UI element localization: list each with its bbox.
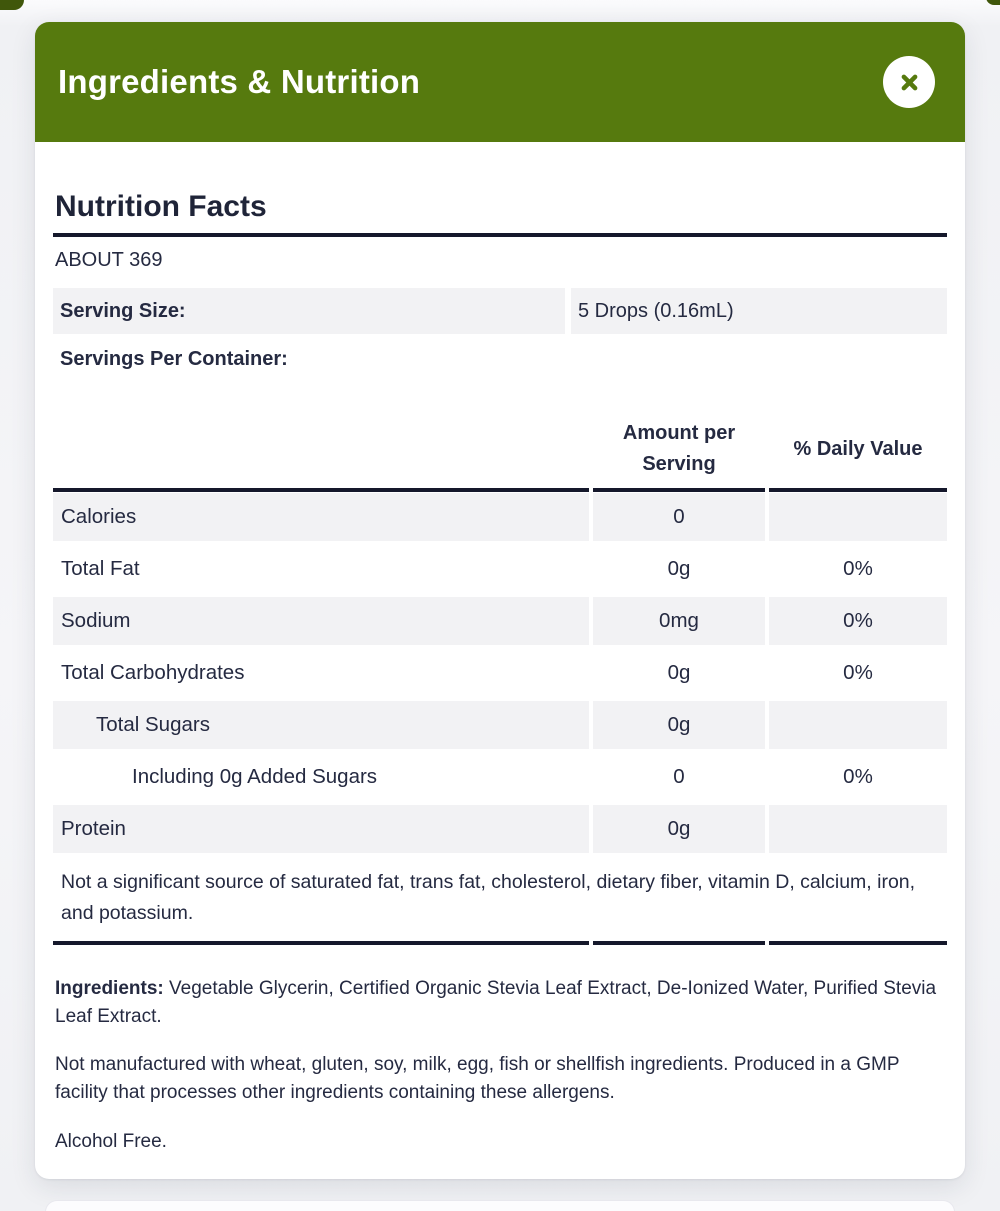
table-header-rule xyxy=(53,488,947,492)
column-header-amount: Amount per Serving xyxy=(622,422,736,475)
alcohol-free-note: Alcohol Free. xyxy=(55,1131,167,1152)
allergen-note: Not manufactured with wheat, gluten, soy… xyxy=(55,1054,900,1103)
servings-per-container-label: Servings Per Container: xyxy=(60,347,288,370)
ingredients-paragraph: Ingredients: Vegetable Glycerin, Certifi… xyxy=(53,975,947,1031)
nutrition-footnote: Not a significant source of saturated fa… xyxy=(61,871,916,924)
table-row: Total Sugars 0g xyxy=(53,701,947,749)
table-row: Total Fat 0g 0% xyxy=(61,557,873,580)
ingredients-nutrition-modal: Ingredients & Nutrition Nutrition Facts … xyxy=(35,22,965,1179)
underlying-card-corner-left xyxy=(0,0,24,10)
ingredients-label: Ingredients: xyxy=(55,978,164,999)
table-row: Including 0g Added Sugars 0 0% xyxy=(132,765,873,788)
serving-size-value: 5 Drops (0.16mL) xyxy=(571,288,947,334)
underlying-card-corner-right xyxy=(986,0,1000,5)
table-bottom-rule xyxy=(53,941,947,945)
title-rule xyxy=(53,233,947,237)
serving-size-row: Serving Size: 5 Drops (0.16mL) xyxy=(53,288,947,334)
serving-size-label: Serving Size: xyxy=(53,288,565,334)
next-card-edge xyxy=(45,1200,955,1211)
table-header-row: Amount per Serving % Daily Value xyxy=(53,418,947,488)
table-row: Protein 0g xyxy=(53,805,947,853)
table-row: Total Carbohydrates 0g 0% xyxy=(61,661,873,684)
ingredients-text: Vegetable Glycerin, Certified Organic St… xyxy=(55,978,937,1027)
close-icon xyxy=(896,69,923,96)
table-header-spacer xyxy=(53,418,589,488)
close-button[interactable] xyxy=(883,56,935,108)
modal-title: Ingredients & Nutrition xyxy=(58,63,421,100)
nutrition-table: Calories 0 Total Fat 0g 0% Sodium 0mg 0%… xyxy=(53,493,947,853)
nutrition-facts-title: Nutrition Facts xyxy=(55,190,267,223)
column-header-daily-value: % Daily Value xyxy=(793,437,923,460)
table-row: Calories 0 xyxy=(53,493,947,541)
servings-about-text: ABOUT 369 xyxy=(55,249,163,271)
modal-body: Nutrition Facts ABOUT 369 Serving Size: … xyxy=(35,142,965,1179)
table-row: Sodium 0mg 0% xyxy=(53,597,947,645)
modal-header: Ingredients & Nutrition xyxy=(35,22,965,142)
